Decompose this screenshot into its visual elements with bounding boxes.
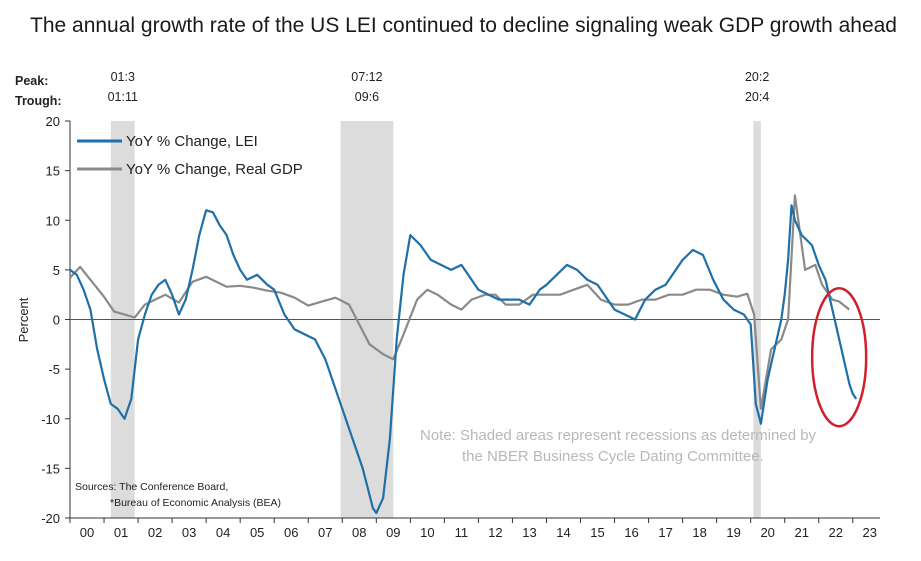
x-tick-label: 02 (148, 525, 162, 540)
recession-trough-label: 01:11 (108, 90, 138, 104)
x-tick-label: 08 (352, 525, 366, 540)
x-tick-label: 15 (590, 525, 604, 540)
y-tick-label: 10 (46, 213, 60, 228)
sources-line-2: *Bureau of Economic Analysis (BEA) (110, 497, 281, 509)
recession-trough-label: 20:4 (745, 90, 769, 104)
recession-labels: 01:3 01:11 07:12 09:6 20:2 20:4 (108, 70, 770, 104)
x-tick-label: 05 (250, 525, 264, 540)
recession-peak-label: 07:12 (351, 70, 382, 84)
series-lines (69, 194, 858, 515)
y-tick-label: -20 (41, 511, 60, 526)
x-tick-label: 18 (692, 525, 706, 540)
legend: YoY % Change, LEI YoY % Change, Real GDP (77, 133, 303, 178)
x-tick-label: 03 (182, 525, 196, 540)
lei-line (69, 204, 858, 515)
highlight-circle (810, 286, 868, 428)
x-tick-label: 23 (863, 525, 877, 540)
note-line-1: Note: Shaded areas represent recessions … (420, 427, 817, 444)
legend-label-lei: YoY % Change, LEI (126, 133, 258, 150)
x-tick-label: 13 (522, 525, 536, 540)
x-tick-label: 14 (556, 525, 570, 540)
x-tick-label: 16 (624, 525, 638, 540)
x-tick-label: 00 (80, 525, 94, 540)
legend-label-gdp: YoY % Change, Real GDP (126, 161, 303, 178)
peak-label: Peak: (15, 74, 48, 88)
y-tick-label: 0 (53, 313, 60, 328)
x-tick-label: 01 (114, 525, 128, 540)
gdp-line (69, 194, 851, 410)
y-tick-label: 15 (46, 164, 60, 179)
axes: 20 15 10 5 0 -5 -10 -15 -20 00 01 02 03 04 05 06 07 08 09 1… (41, 114, 880, 540)
x-tick-label: 22 (829, 525, 843, 540)
x-tick-label: 10 (420, 525, 434, 540)
y-axis-label: Percent (16, 297, 31, 342)
x-tick-label: 07 (318, 525, 332, 540)
trough-label: Trough: (15, 94, 62, 108)
x-tick-label: 19 (726, 525, 740, 540)
note-line-2: the NBER Business Cycle Dating Committee… (462, 448, 764, 465)
x-tick-label: 12 (488, 525, 502, 540)
y-tick-label: -5 (48, 362, 60, 377)
sources-line-1: Sources: The Conference Board, (75, 481, 228, 493)
y-tick-label: -15 (41, 461, 60, 476)
x-tick-label: 20 (760, 525, 774, 540)
x-tick-label: 11 (455, 525, 469, 540)
x-tick-label: 06 (284, 525, 298, 540)
recession-trough-label: 09:6 (355, 90, 379, 104)
recession-peak-label: 20:2 (745, 70, 769, 84)
x-tick-label: 04 (216, 525, 230, 540)
chart-title: The annual growth rate of the US LEI con… (30, 14, 897, 37)
y-tick-label: 20 (46, 114, 60, 129)
y-tick-label: 5 (53, 263, 60, 278)
y-tick-label: -10 (41, 412, 60, 427)
recession-peak-label: 01:3 (111, 70, 135, 84)
x-tick-label: 21 (794, 525, 808, 540)
x-tick-label: 17 (658, 525, 672, 540)
x-tick-label: 09 (386, 525, 400, 540)
